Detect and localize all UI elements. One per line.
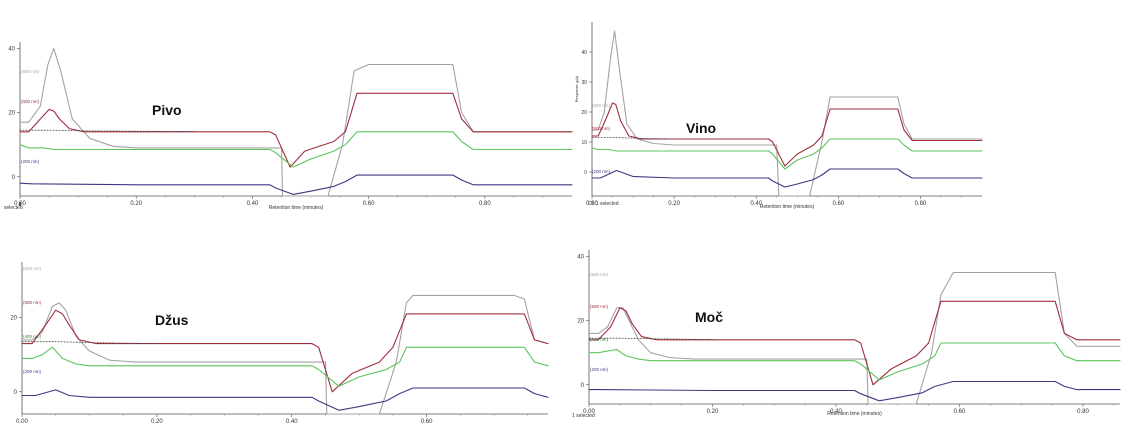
y-tick-label: 0 — [14, 390, 18, 396]
channel-label: (500 nm) — [590, 304, 609, 309]
x-tick-label: 0.40 — [750, 201, 762, 207]
x-tick-label: 0.40 — [830, 409, 842, 415]
series-line-dotted — [591, 137, 675, 140]
chart-title: Džus — [155, 312, 189, 328]
x-tick-label: 0.60 — [832, 201, 844, 207]
series-line-dotted — [21, 341, 158, 344]
channel-label: (600 nm) — [592, 103, 611, 108]
channel-label: (200 nm) — [592, 169, 611, 174]
selection-footnote: 1 selected — [572, 413, 595, 419]
x-tick-label: 0.20 — [151, 419, 163, 425]
selection-footnote: selected — [4, 205, 23, 211]
series-line-blue — [19, 174, 573, 195]
y-tick-label: 0 — [12, 175, 16, 181]
channel-label: (600 nm) — [23, 266, 42, 271]
x-tick-label: 0.60 — [421, 419, 433, 425]
series-line-green — [19, 131, 573, 168]
y-tick-label: 40 — [8, 46, 15, 52]
x-tick-label: 0.00 — [586, 201, 598, 207]
x-tick-label: 0.00 — [583, 409, 595, 415]
x-tick-label: 0.80 — [915, 201, 927, 207]
series-line-red — [591, 102, 983, 167]
y-tick-label: 40 — [581, 50, 587, 56]
channel-label: (600 nm) — [590, 272, 609, 277]
x-axis-label: Retention time (minutes) — [760, 204, 815, 210]
channel-label: (600 nm) — [21, 69, 40, 74]
series-line-blue — [21, 387, 549, 411]
y-tick-label: 20 — [10, 316, 17, 322]
series-line-gray — [591, 30, 983, 197]
selection-footnote: Ch 1 selected — [588, 201, 619, 207]
selection-marker — [19, 202, 21, 206]
chart-panel-2: 0.00 0.20 0.40 0.60 0.80 0 10 20 30 40 (600 nm) (50… — [574, 22, 983, 210]
series-line-red — [588, 300, 1121, 386]
y-tick-label: 20 — [8, 111, 15, 117]
channel-label: (400 nm) — [23, 334, 42, 339]
series-line-gray — [588, 271, 1121, 405]
chart-title: Pivo — [152, 102, 182, 118]
y-tick-label: 40 — [577, 254, 584, 260]
channel-label: (600 nm) — [21, 99, 40, 104]
channel-label: (200 nm) — [23, 369, 42, 374]
y-tick-label: 20 — [577, 319, 584, 325]
x-axis-label: Retention time (minutes) — [827, 411, 882, 417]
y-tick-label: 0 — [581, 383, 585, 389]
series-line-red — [19, 92, 573, 168]
channel-label: (200 nm) — [590, 367, 609, 372]
x-tick-label: 0.60 — [363, 201, 375, 207]
x-tick-label: 0.20 — [668, 201, 680, 207]
channel-label: (500 nm) — [592, 126, 611, 131]
chart-title: Moč — [695, 309, 723, 325]
series-line-gray — [21, 294, 549, 415]
x-tick-label: 0.80 — [1077, 409, 1089, 415]
x-tick-label: 0.00 — [16, 419, 28, 425]
x-tick-label: 0.20 — [707, 409, 719, 415]
chart-panel-3: 0.00 0.20 0.40 0.60 0 20 (600 nm) (500 nm) (400 … — [10, 262, 549, 425]
series-line-dotted — [19, 129, 195, 132]
x-tick-label: 0.60 — [954, 409, 966, 415]
series-line-green — [591, 138, 983, 170]
channel-label: (400 nm) — [590, 337, 609, 342]
series-line-dotted — [588, 337, 713, 340]
series-line-blue — [591, 168, 983, 188]
channel-label: (200 nm) — [21, 159, 40, 164]
series-line-green — [21, 346, 549, 387]
x-tick-label: 0.40 — [247, 201, 259, 207]
series-line-green — [588, 342, 1121, 381]
x-tick-label: 0.80 — [479, 201, 491, 207]
chart-title: Vino — [686, 120, 716, 136]
y-tick-label: 30 — [581, 80, 587, 86]
channel-label: (500 nm) — [23, 300, 42, 305]
series-line-blue — [588, 380, 1121, 402]
x-tick-label: 0.20 — [130, 201, 142, 207]
y-tick-label: 20 — [581, 110, 587, 116]
series-line-red — [21, 309, 549, 393]
chart-panel-4: 0.00 0.20 0.40 0.60 0.80 0 20 40 (600 nm) (500 nm… — [572, 250, 1121, 419]
y-tick-label: 0 — [584, 170, 587, 176]
y-tick-label: 10 — [581, 140, 587, 146]
x-tick-label: 0.40 — [286, 419, 298, 425]
x-axis-label: Retention time (minutes) — [269, 205, 324, 211]
y-axis-label: Response (µA) — [574, 75, 579, 102]
